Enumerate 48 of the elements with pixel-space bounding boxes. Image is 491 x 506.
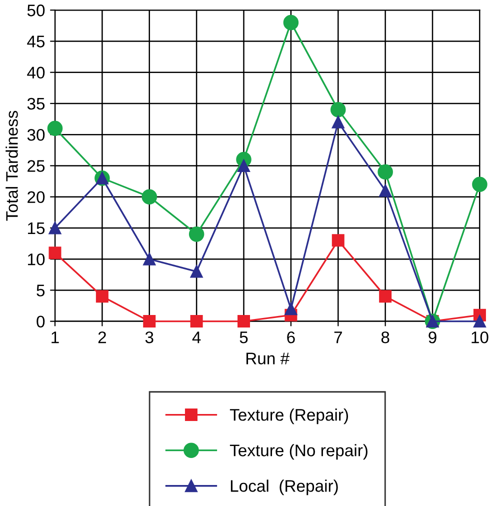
point <box>379 290 392 303</box>
y-tick-label: 5 <box>36 284 45 296</box>
x-tick-label: 2 <box>98 331 106 344</box>
point <box>332 116 344 128</box>
legend-label: Texture (No repair) <box>230 444 368 460</box>
y-tick-label: 25 <box>28 160 45 172</box>
y-tick-label: 40 <box>27 66 45 79</box>
x-tick-label: 6 <box>287 331 295 344</box>
point <box>47 120 63 136</box>
y-tick-label: 50 <box>27 4 45 16</box>
point <box>143 252 156 266</box>
y-tick-label: 10 <box>28 253 45 266</box>
point <box>142 189 158 204</box>
y-tick-label: 45 <box>27 36 45 48</box>
y-tick-label: 20 <box>28 191 45 204</box>
x-tick-label: 7 <box>334 332 342 344</box>
legend-label: Texture (Repair) <box>230 408 348 424</box>
legend-label: Local (Repair) <box>230 480 338 496</box>
point <box>96 290 108 303</box>
y-tick-label: 30 <box>27 128 45 141</box>
x-tick-label: 1 <box>52 332 59 344</box>
point <box>473 315 486 328</box>
point <box>330 102 346 118</box>
point <box>472 176 488 192</box>
point <box>48 222 62 234</box>
point <box>378 164 393 180</box>
point <box>48 246 62 260</box>
x-tick-label: 5 <box>240 332 248 344</box>
point <box>283 14 299 30</box>
point <box>190 265 203 278</box>
y-axis-title: Total Tardiness <box>6 110 18 221</box>
point <box>284 302 298 316</box>
point <box>238 315 250 328</box>
point <box>332 234 344 247</box>
point <box>190 315 203 328</box>
point <box>143 315 156 328</box>
y-tick-label: 0 <box>36 316 45 328</box>
point <box>379 184 392 197</box>
x-tick-label: 4 <box>192 332 201 344</box>
y-tick-label: 15 <box>28 222 45 234</box>
y-tick-label: 35 <box>27 98 45 110</box>
x-tick-label: 9 <box>428 331 436 344</box>
x-tick-label: 10 <box>472 331 488 344</box>
x-tick-label: 3 <box>145 331 154 344</box>
x-tick-label: 8 <box>381 331 390 344</box>
point <box>188 226 204 242</box>
point <box>238 159 250 172</box>
x-axis-title: Run # <box>246 352 290 364</box>
